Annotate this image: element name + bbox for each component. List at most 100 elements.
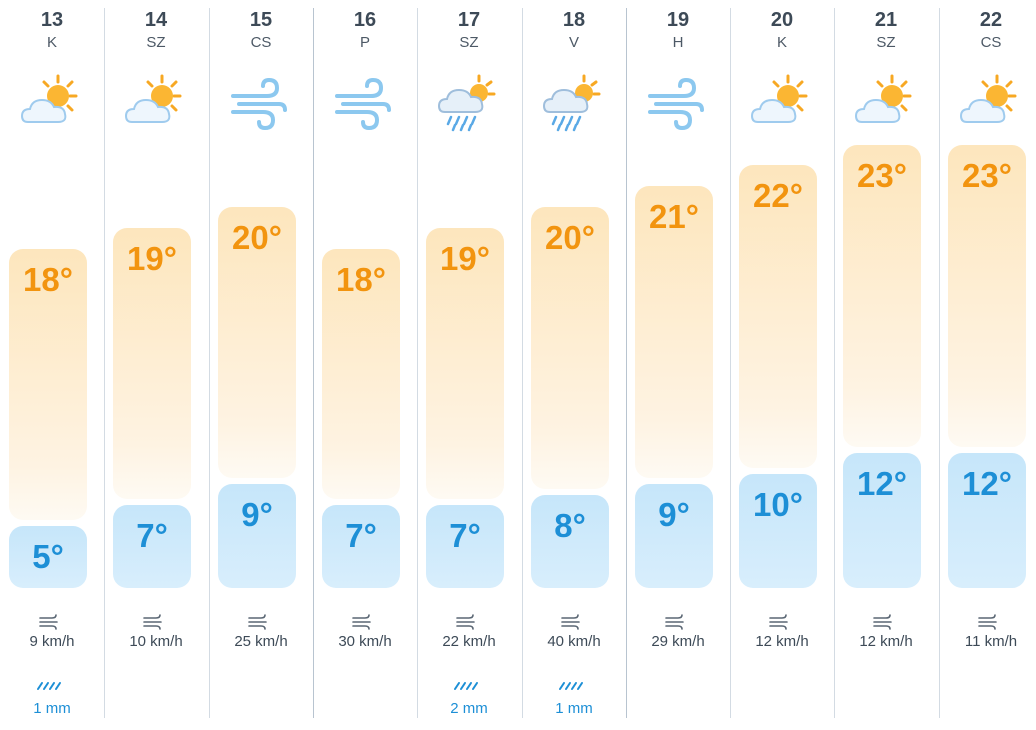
wind-speed-value: 22 km/h <box>442 633 496 650</box>
precipitation-icon <box>556 678 584 692</box>
day-date: 17 <box>457 9 481 31</box>
precipitation-value: 2 mm <box>450 700 488 717</box>
high-temp-value: 20° <box>545 219 595 256</box>
high-temp-value: 20° <box>232 219 282 256</box>
day-date: 15 <box>249 9 273 31</box>
wind-speed-icon <box>38 612 60 630</box>
column-divider <box>209 8 210 718</box>
partly-sunny-icon <box>20 72 80 132</box>
low-temp-bar <box>9 526 87 588</box>
precipitation-value: 1 mm <box>555 700 593 717</box>
high-temp-value: 19° <box>127 240 177 277</box>
day-column[interactable]: 21 SZ 23° 12° 12 km/h <box>834 0 938 718</box>
low-temp-bar <box>426 505 504 588</box>
wind-speed-icon <box>142 612 164 630</box>
partly-sunny-icon <box>750 72 810 132</box>
high-temp-bar <box>843 145 921 447</box>
high-temp-bar <box>218 207 296 478</box>
low-temp-bar <box>948 453 1026 588</box>
day-column[interactable]: 18 V 20° 8° 40 km/h 1 mm <box>522 0 626 718</box>
wind-speed-value: 25 km/h <box>234 633 288 650</box>
low-temp-value: 5° <box>32 538 64 575</box>
wind-speed-icon <box>455 612 477 630</box>
wind-speed-icon <box>872 612 894 630</box>
wind-speed-value: 10 km/h <box>129 633 183 650</box>
high-temp-value: 18° <box>23 261 73 298</box>
wind-icon <box>333 72 393 132</box>
partly-sunny-icon <box>124 72 184 132</box>
day-column[interactable]: 16 P 18° 7° 30 km/h <box>313 0 417 718</box>
column-divider <box>626 8 627 718</box>
day-weekday: K <box>776 34 787 51</box>
wind-speed-value: 30 km/h <box>338 633 392 650</box>
day-column[interactable]: 20 K 22° 10° 12 km/h <box>730 0 834 718</box>
precipitation-icon <box>451 678 479 692</box>
high-temp-bar <box>739 165 817 468</box>
low-temp-bar <box>322 505 400 588</box>
low-temp-bar <box>739 474 817 588</box>
high-temp-value: 19° <box>440 240 490 277</box>
day-column[interactable]: 14 SZ 19° 7° 10 km/h <box>104 0 208 718</box>
day-date: 20 <box>770 9 794 31</box>
day-weekday: SZ <box>876 34 896 51</box>
high-temp-bar <box>531 207 609 489</box>
partly-sunny-icon <box>854 72 914 132</box>
wind-speed-icon <box>768 612 790 630</box>
low-temp-value: 8° <box>554 507 586 544</box>
day-date: 14 <box>144 9 168 31</box>
high-temp-bar <box>948 145 1026 447</box>
sun-rain-icon <box>437 72 497 132</box>
column-divider <box>104 8 105 718</box>
low-temp-bar <box>843 453 921 588</box>
day-date: 22 <box>979 9 1003 31</box>
high-temp-bar <box>113 228 191 499</box>
column-divider <box>939 8 940 718</box>
low-temp-value: 9° <box>658 496 690 533</box>
day-weekday: V <box>568 34 579 51</box>
low-temp-value: 9° <box>241 496 273 533</box>
column-divider <box>834 8 835 718</box>
day-weekday: CS <box>250 34 272 51</box>
day-column[interactable]: 19 H 21° 9° 29 km/h <box>626 0 730 718</box>
column-divider <box>730 8 731 718</box>
high-temp-bar <box>426 228 504 499</box>
day-date: 18 <box>562 9 586 31</box>
high-temp-value: 23° <box>962 157 1012 194</box>
day-weekday: SZ <box>459 34 479 51</box>
day-column[interactable]: 22 CS 23° 12° 11 km/h <box>939 0 1036 718</box>
low-temp-value: 7° <box>345 517 377 554</box>
sun-rain-icon <box>542 72 602 132</box>
wind-speed-value: 12 km/h <box>859 633 913 650</box>
low-temp-bar <box>635 484 713 588</box>
wind-speed-icon <box>351 612 373 630</box>
wind-speed-value: 29 km/h <box>651 633 705 650</box>
high-temp-bar <box>635 186 713 478</box>
day-weekday: SZ <box>146 34 166 51</box>
low-temp-bar <box>113 505 191 588</box>
wind-speed-icon <box>977 612 999 630</box>
low-temp-value: 7° <box>449 517 481 554</box>
day-weekday: H <box>672 34 684 51</box>
day-date: 21 <box>874 9 898 31</box>
day-weekday: K <box>46 34 57 51</box>
precipitation-value: 1 mm <box>33 700 71 717</box>
day-column[interactable]: 17 SZ 19° 7° 22 km/h 2 mm <box>417 0 521 718</box>
day-date: 13 <box>40 9 64 31</box>
low-temp-bar <box>218 484 296 588</box>
high-temp-value: 23° <box>857 157 907 194</box>
day-column[interactable]: 15 CS 20° 9° 25 km/h <box>209 0 313 718</box>
day-column[interactable]: 13 K 18° 5° 9 km/h 1 mm <box>0 0 104 718</box>
high-temp-value: 18° <box>336 261 386 298</box>
day-date: 16 <box>353 9 377 31</box>
wind-speed-value: 40 km/h <box>547 633 601 650</box>
low-temp-value: 12° <box>857 465 907 502</box>
low-temp-value: 12° <box>962 465 1012 502</box>
column-divider <box>313 8 314 718</box>
column-divider <box>417 8 418 718</box>
day-date: 19 <box>666 9 690 31</box>
low-temp-value: 7° <box>136 517 168 554</box>
wind-speed-value: 12 km/h <box>755 633 809 650</box>
day-weekday: CS <box>980 34 1002 51</box>
precipitation-icon <box>34 678 62 692</box>
